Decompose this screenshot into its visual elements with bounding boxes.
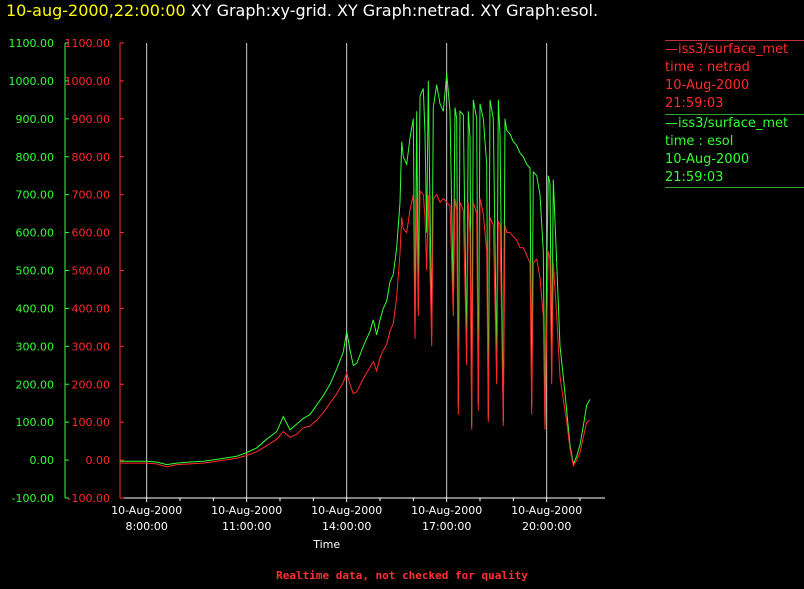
y-tick-label-esol: 500.00	[16, 265, 55, 278]
legend-netrad-source: —iss3/surface_met	[665, 42, 789, 57]
y-tick-label-netrad: 1100.00	[65, 37, 111, 50]
y-tick-label-netrad: 400.00	[72, 302, 111, 315]
x-axis-label: Time	[312, 538, 340, 551]
legend-esol-date: 10-Aug-2000	[665, 152, 750, 167]
y-tick-label-netrad: -100.00	[68, 492, 110, 505]
legend-esol: —iss3/surface_met time : esol 10-Aug-200…	[665, 114, 804, 188]
y-tick-label-esol: 200.00	[16, 378, 55, 391]
x-tick-label-date: 10-Aug-2000	[211, 504, 282, 517]
y-tick-label-esol: 600.00	[16, 227, 55, 240]
legend-esol-variable: time : esol	[665, 134, 734, 149]
y-tick-label-netrad: 200.00	[72, 378, 111, 391]
y-tick-label-esol: -100.00	[12, 492, 54, 505]
x-tick-label-date: 10-Aug-2000	[311, 504, 382, 517]
legend-netrad: —iss3/surface_met time : netrad 10-Aug-2…	[665, 40, 804, 113]
x-tick-label-time: 11:00:00	[222, 520, 271, 533]
chart-title: 10-aug-2000,22:00:00 XY Graph:xy-grid. X…	[6, 0, 598, 22]
y-tick-label-netrad: 800.00	[72, 151, 111, 164]
y-tick-label-esol: 0.00	[30, 454, 55, 467]
y-tick-label-esol: 300.00	[16, 340, 55, 353]
quality-note: Realtime data, not checked for quality	[276, 569, 528, 582]
series-line-netrad	[120, 189, 591, 468]
x-tick-label-date: 10-Aug-2000	[411, 504, 482, 517]
x-tick-label-date: 10-Aug-2000	[511, 504, 582, 517]
y-tick-label-esol: 700.00	[16, 189, 55, 202]
title-date: 10-aug-2000,22:00:00	[6, 1, 186, 20]
legend-netrad-date: 10-Aug-2000	[665, 78, 750, 93]
y-tick-label-netrad: 700.00	[72, 189, 111, 202]
x-tick-label-date: 10-Aug-2000	[111, 504, 182, 517]
legend-separator	[665, 40, 804, 41]
y-tick-label-netrad: 100.00	[72, 416, 111, 429]
x-tick-label-time: 17:00:00	[422, 520, 471, 533]
legend-netrad-time: 21:59:03	[665, 96, 724, 111]
y-tick-label-netrad: 500.00	[72, 265, 111, 278]
y-tick-label-esol: 1100.00	[9, 37, 55, 50]
y-tick-label-netrad: 1000.00	[65, 75, 111, 88]
legend-separator	[665, 114, 804, 115]
legend-esol-time: 21:59:03	[665, 170, 724, 185]
x-tick-label-time: 8:00:00	[125, 520, 167, 533]
legend-netrad-variable: time : netrad	[665, 60, 750, 75]
series-line-esol	[120, 73, 591, 466]
y-tick-label-esol: 400.00	[16, 302, 55, 315]
y-tick-label-netrad: 600.00	[72, 227, 111, 240]
y-tick-label-netrad: 0.00	[86, 454, 111, 467]
y-tick-label-netrad: 900.00	[72, 113, 111, 126]
y-tick-label-esol: 900.00	[16, 113, 55, 126]
x-tick-label-time: 14:00:00	[322, 520, 371, 533]
legend-separator	[665, 187, 804, 188]
y-tick-label-esol: 800.00	[16, 151, 55, 164]
y-tick-label-netrad: 300.00	[72, 340, 111, 353]
y-tick-label-esol: 1000.00	[9, 75, 55, 88]
title-graphs: XY Graph:xy-grid. XY Graph:netrad. XY Gr…	[185, 1, 599, 20]
x-tick-label-time: 20:00:00	[522, 520, 571, 533]
y-tick-label-esol: 100.00	[16, 416, 55, 429]
legend-esol-source: —iss3/surface_met	[665, 116, 789, 131]
